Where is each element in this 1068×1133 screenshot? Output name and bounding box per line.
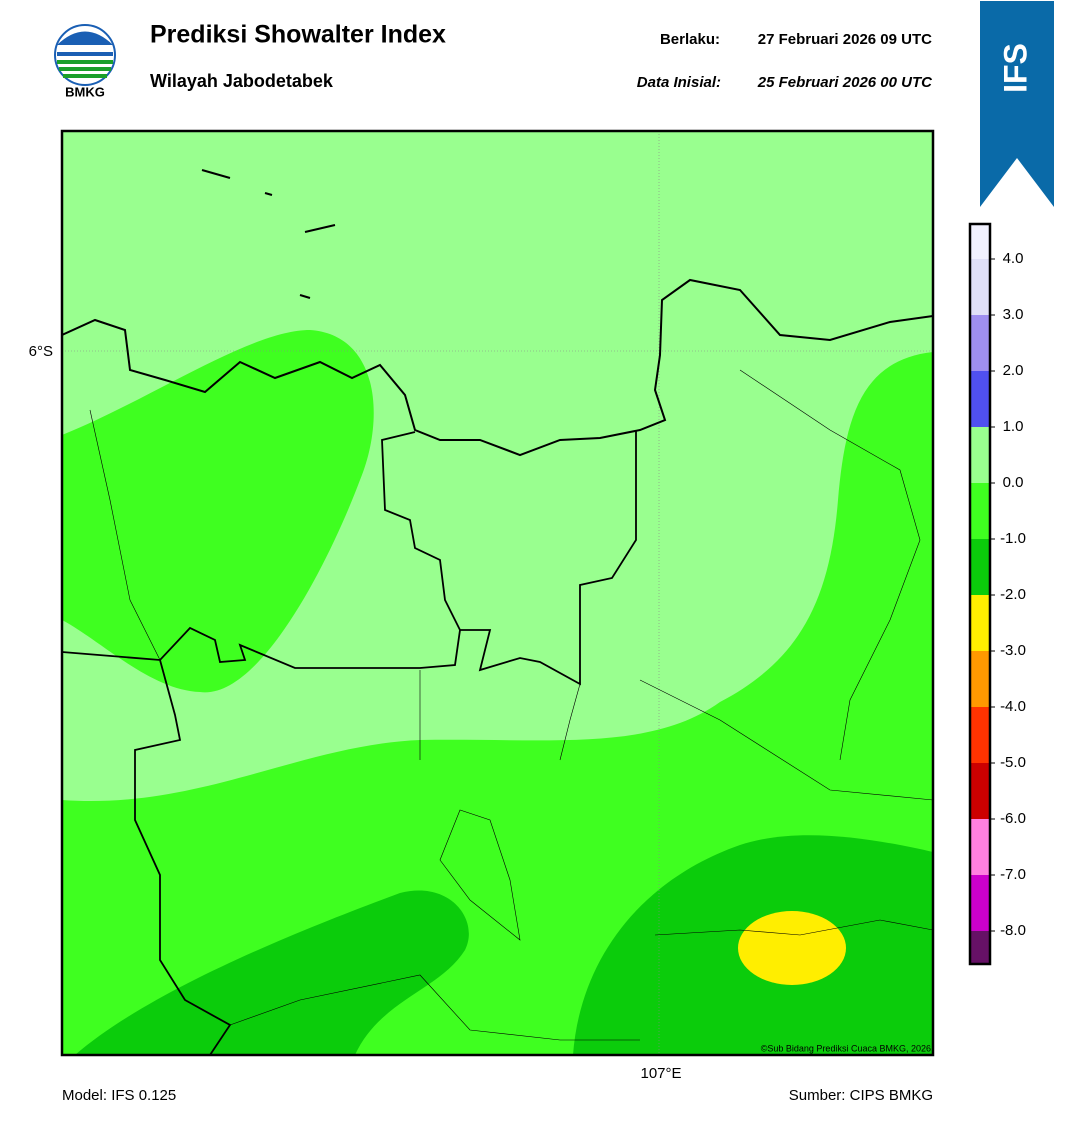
colorbar-segment [970,483,990,539]
colorbar-tick-label: -2.0 [1000,586,1026,603]
colorbar-tick-label: 1.0 [1003,418,1024,435]
colorbar-tick-label: -1.0 [1000,530,1026,547]
colorbar-segment [970,371,990,427]
subtitle: Wilayah Jabodetabek [150,71,334,91]
init-label: Data Inisial: [637,74,721,91]
colorbar-tick-label: -4.0 [1000,698,1026,715]
colorbar: 4.0 3.0 2.0 1.0 0.0 -1.0 -2.0 -3.0 -4.0 -5.0 -6.0 -… [968,222,1026,966]
logo: BMKG [54,24,116,99]
colorbar-segment [970,819,990,875]
colorbar-tick-label: 3.0 [1003,306,1024,323]
badge: IFS [980,1,1054,207]
lon-label: 107°E [640,1065,681,1082]
model-label: Model: IFS 0.125 [62,1087,176,1104]
colorbar-tick-label: 0.0 [1003,474,1024,491]
colorbar-segment [970,931,990,964]
colorbar-tick-label: -6.0 [1000,810,1026,827]
colorbar-tick-label: -3.0 [1000,642,1026,659]
colorbar-segment [970,427,990,483]
lat-label: 6°S [29,343,53,360]
init-time: 25 Februari 2026 00 UTC [757,74,933,91]
colorbar-segment [970,763,990,819]
map: ©Sub Bidang Prediksi Cuaca BMKG, 2026 [62,131,933,1055]
colorbar-segment [970,315,990,371]
colorbar-frame [968,222,992,966]
colorbar-segment [970,539,990,595]
colorbar-segment [970,224,990,259]
colorbar-segment [970,595,990,651]
colorbar-tick-label: 4.0 [1003,250,1024,267]
logo-text: BMKG [65,84,105,99]
source-label: Sumber: CIPS BMKG [789,1087,933,1104]
map-credit: ©Sub Bidang Prediksi Cuaca BMKG, 2026 [761,1043,931,1053]
colorbar-segment [970,259,990,315]
colorbar-tick-label: -7.0 [1000,866,1026,883]
badge-text: IFS [997,43,1033,93]
colorbar-tick-label: -8.0 [1000,922,1026,939]
colorbar-segment [970,651,990,707]
colorbar-tick-label: 2.0 [1003,362,1024,379]
valid-time: 27 Februari 2026 09 UTC [758,31,932,48]
colorbar-tick-label: -5.0 [1000,754,1026,771]
map-frame [60,129,935,1057]
valid-label: Berlaku: [660,31,720,48]
colorbar-segment [970,707,990,763]
title: Prediksi Showalter Index [150,21,446,49]
colorbar-segment [970,875,990,931]
